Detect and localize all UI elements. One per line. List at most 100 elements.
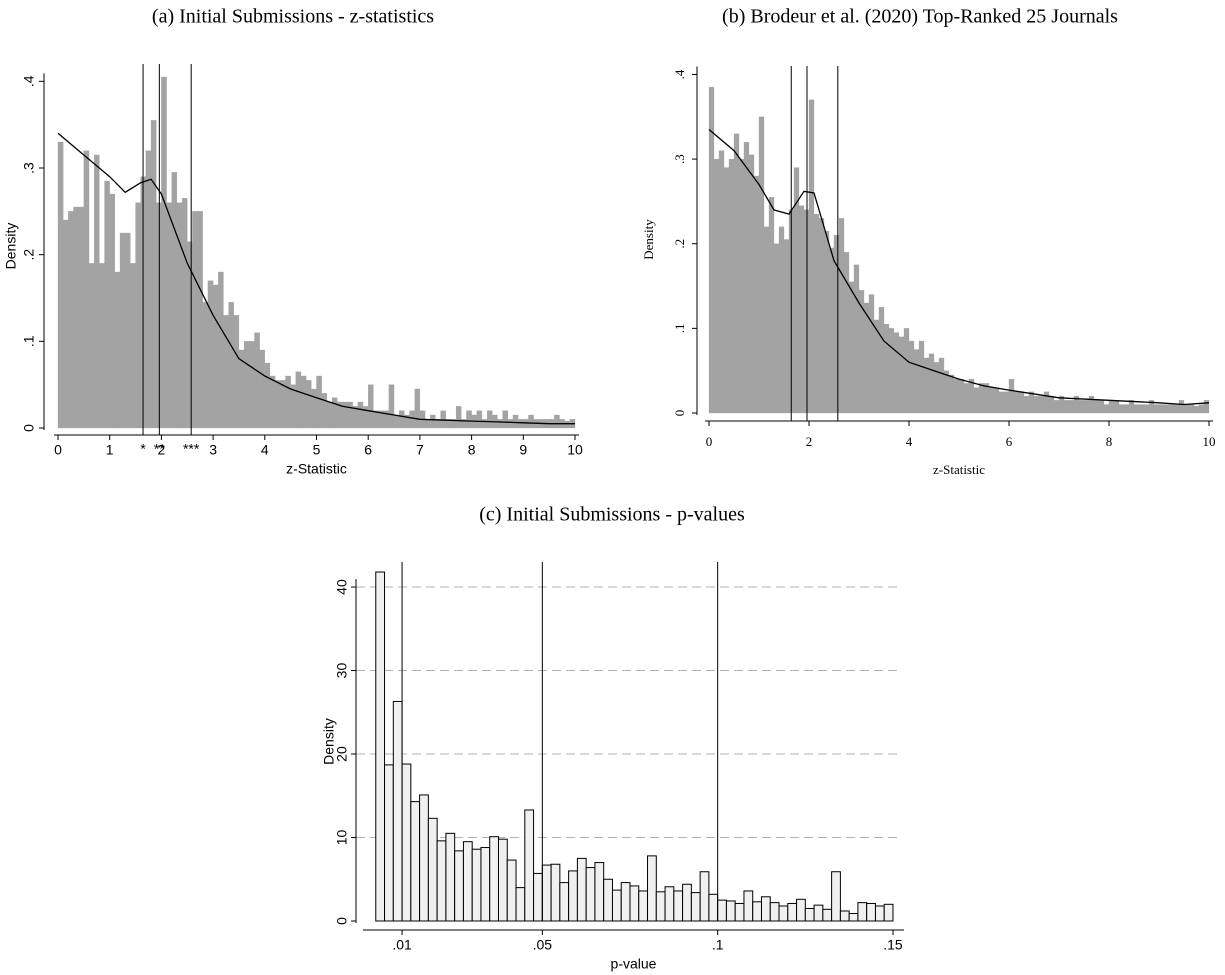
density-curve bbox=[708, 129, 1210, 406]
bar bbox=[848, 912, 859, 922]
bar bbox=[638, 890, 649, 922]
bar bbox=[953, 378, 960, 414]
bar bbox=[550, 863, 561, 922]
bar bbox=[831, 871, 841, 922]
bar bbox=[808, 99, 815, 414]
bar bbox=[554, 414, 560, 429]
bar bbox=[533, 872, 543, 922]
bar bbox=[874, 905, 885, 922]
bar bbox=[109, 193, 116, 429]
bar bbox=[918, 340, 925, 414]
bar bbox=[898, 336, 905, 414]
bar bbox=[135, 202, 141, 429]
y-tick-label: 40 bbox=[334, 579, 350, 595]
bar bbox=[285, 375, 291, 429]
bar bbox=[708, 893, 719, 922]
significance-label: *** bbox=[183, 441, 200, 457]
bar bbox=[83, 150, 90, 429]
bar bbox=[728, 158, 735, 414]
bar bbox=[368, 384, 374, 429]
bar bbox=[274, 380, 281, 429]
bar bbox=[883, 323, 890, 414]
bar bbox=[1013, 391, 1020, 414]
bar bbox=[1068, 400, 1075, 414]
bar bbox=[507, 419, 514, 429]
bar bbox=[611, 889, 622, 922]
y-tick-label: 20 bbox=[334, 746, 350, 762]
x-tick-label: 4 bbox=[906, 434, 913, 449]
bar bbox=[998, 391, 1005, 414]
bar bbox=[863, 302, 870, 414]
bar bbox=[497, 838, 508, 922]
bar bbox=[88, 263, 95, 429]
bar bbox=[818, 218, 825, 414]
bar bbox=[347, 401, 353, 429]
bar bbox=[839, 910, 850, 922]
bar bbox=[673, 890, 684, 922]
bar bbox=[528, 414, 534, 429]
bar bbox=[958, 378, 965, 414]
bar bbox=[843, 252, 850, 414]
bar bbox=[690, 892, 701, 922]
bar bbox=[1178, 400, 1185, 414]
bar bbox=[758, 116, 765, 414]
bar bbox=[436, 840, 447, 922]
x-tick-label: 4 bbox=[261, 442, 269, 458]
bar bbox=[699, 871, 710, 922]
bar bbox=[401, 763, 412, 922]
bar bbox=[357, 401, 364, 429]
bar bbox=[725, 900, 736, 922]
bar bbox=[233, 315, 240, 429]
bar bbox=[933, 362, 940, 414]
bar bbox=[1198, 404, 1205, 414]
chart-title: (c) Initial Submissions - p-values bbox=[479, 504, 745, 526]
bar bbox=[753, 175, 760, 414]
bar bbox=[63, 219, 69, 429]
bar bbox=[993, 387, 1000, 414]
x-tick-label: 6 bbox=[364, 442, 372, 458]
bar bbox=[68, 211, 74, 429]
bar bbox=[717, 899, 727, 922]
bar bbox=[787, 902, 798, 922]
bar bbox=[440, 410, 446, 429]
bar bbox=[166, 202, 172, 429]
bar bbox=[857, 902, 868, 922]
x-tick-label: 0 bbox=[706, 434, 713, 449]
bar bbox=[778, 226, 785, 414]
bar bbox=[1063, 400, 1070, 414]
bar bbox=[445, 832, 456, 922]
bar bbox=[620, 882, 631, 922]
bar bbox=[713, 158, 720, 414]
bar bbox=[125, 232, 131, 429]
bar bbox=[1158, 404, 1165, 414]
bar bbox=[903, 328, 910, 414]
bar bbox=[973, 387, 980, 414]
bar bbox=[316, 375, 322, 429]
bar bbox=[783, 239, 790, 414]
y-tick-label: 30 bbox=[334, 663, 350, 679]
bar bbox=[1048, 395, 1055, 414]
bar bbox=[1113, 400, 1120, 414]
bar bbox=[481, 419, 488, 429]
bar bbox=[796, 898, 806, 922]
bar bbox=[822, 908, 833, 922]
chart-title: (a) Initial Submissions - z-statistics bbox=[152, 6, 434, 28]
y-tick-label: .1 bbox=[21, 335, 37, 347]
bar bbox=[1103, 404, 1110, 414]
bar bbox=[1193, 406, 1200, 414]
bar bbox=[300, 375, 307, 429]
x-axis-title: z-Statistic bbox=[286, 461, 347, 477]
bar bbox=[564, 420, 570, 429]
bar bbox=[883, 903, 894, 922]
bar bbox=[963, 383, 970, 414]
bar bbox=[752, 901, 762, 922]
bar bbox=[1183, 404, 1190, 414]
bar bbox=[1203, 400, 1210, 414]
bar bbox=[171, 172, 178, 429]
bar bbox=[1088, 395, 1095, 414]
bar bbox=[748, 154, 755, 414]
density-curve bbox=[57, 132, 575, 425]
bar bbox=[295, 371, 302, 429]
bar bbox=[202, 302, 209, 429]
bar bbox=[280, 380, 286, 429]
